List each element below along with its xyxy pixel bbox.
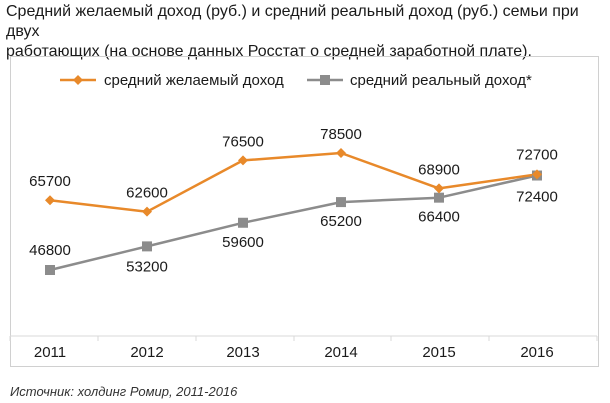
point-desired-2012 — [142, 206, 152, 217]
point-desired-2011 — [45, 195, 55, 206]
x-tick-label-2013: 2013 — [226, 344, 259, 361]
point-real-2014 — [336, 197, 346, 208]
chart-frame — [10, 56, 599, 367]
point-real-2015 — [434, 192, 444, 203]
data-label-real-2015: 66400 — [418, 209, 460, 226]
x-tick-label-2016: 2016 — [520, 344, 553, 361]
x-tick-label-2011: 2011 — [34, 344, 66, 361]
source-note: Источник: холдинг Ромир, 2011-2016 — [10, 384, 238, 399]
x-tick-label-2014: 2014 — [324, 344, 357, 361]
legend-marker-real — [320, 75, 330, 85]
legend-label-real: средний реальный доход* — [350, 72, 532, 89]
point-desired-2016 — [532, 169, 542, 180]
data-label-desired-2011: 65700 — [29, 173, 71, 190]
data-label-real-2016: 72400 — [516, 189, 558, 206]
series-line-desired — [49, 151, 538, 213]
data-label-real-2011: 46800 — [29, 242, 71, 259]
chart-title: Средний желаемый доход (руб.) и средний … — [6, 2, 604, 62]
point-real-2013 — [238, 217, 248, 228]
point-desired-2015 — [434, 183, 444, 194]
data-label-desired-2016: 72700 — [516, 146, 558, 163]
chart-title-line-2: работающих (на основе данных Росстат о с… — [6, 43, 532, 60]
data-label-real-2014: 65200 — [320, 213, 362, 230]
series-line-real — [49, 174, 538, 272]
point-desired-2014 — [336, 148, 346, 158]
x-tick-label-2012: 2012 — [130, 344, 163, 361]
data-label-desired-2012: 62600 — [126, 185, 168, 202]
data-label-real-2013: 59600 — [222, 234, 264, 251]
data-label-desired-2013: 76500 — [222, 133, 264, 150]
legend-marker-desired — [73, 75, 83, 85]
x-tick-label-2015: 2015 — [422, 344, 455, 361]
chart-title-line-1: Средний желаемый доход (руб.) и средний … — [6, 3, 579, 40]
data-label-real-2012: 53200 — [126, 258, 168, 275]
point-real-2012 — [142, 241, 152, 252]
point-desired-2013 — [238, 155, 248, 166]
data-label-desired-2015: 68900 — [418, 161, 460, 178]
data-label-desired-2014: 78500 — [320, 126, 362, 143]
legend-label-desired: средний желаемый доход — [104, 72, 284, 89]
point-real-2011 — [45, 265, 55, 275]
